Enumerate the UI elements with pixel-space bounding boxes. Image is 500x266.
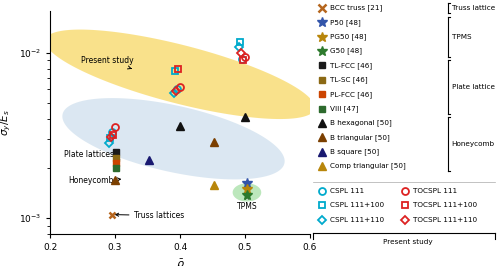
Y-axis label: $\sigma_y / E_s$: $\sigma_y / E_s$ — [0, 109, 13, 136]
X-axis label: $\bar{\rho}$: $\bar{\rho}$ — [176, 258, 184, 266]
Text: TL-FCC [46]: TL-FCC [46] — [330, 62, 372, 69]
Text: TL-SC [46]: TL-SC [46] — [330, 76, 368, 83]
Polygon shape — [45, 30, 315, 119]
Text: Present study: Present study — [382, 239, 432, 246]
Text: Plate lattice: Plate lattice — [452, 84, 494, 90]
Text: BCC truss [21]: BCC truss [21] — [330, 5, 382, 11]
Polygon shape — [62, 98, 284, 179]
Text: Truss lattices: Truss lattices — [116, 211, 185, 220]
Text: Honeycomb: Honeycomb — [68, 176, 120, 185]
Text: B triangular [50]: B triangular [50] — [330, 134, 390, 141]
Text: Honeycomb: Honeycomb — [452, 142, 494, 147]
Text: PL-FCC [46]: PL-FCC [46] — [330, 91, 372, 98]
Text: TOCSPL 111: TOCSPL 111 — [412, 188, 457, 194]
Text: CSPL 111: CSPL 111 — [330, 188, 364, 194]
Text: B hexagonal [50]: B hexagonal [50] — [330, 119, 392, 126]
Text: TOCSPL 111+100: TOCSPL 111+100 — [412, 202, 476, 208]
Text: Present study: Present study — [81, 56, 134, 69]
Polygon shape — [232, 183, 261, 202]
Text: Comp triangular [50]: Comp triangular [50] — [330, 163, 406, 169]
Text: G50 [48]: G50 [48] — [330, 48, 362, 55]
Text: TOCSPL 111+110: TOCSPL 111+110 — [412, 217, 476, 223]
Text: TPMS: TPMS — [236, 196, 258, 211]
Text: VIII [47]: VIII [47] — [330, 105, 358, 112]
Text: Truss lattice: Truss lattice — [452, 5, 495, 11]
Text: P50 [48]: P50 [48] — [330, 19, 361, 26]
Text: TPMS: TPMS — [452, 34, 471, 40]
Text: B square [50]: B square [50] — [330, 148, 379, 155]
Text: PG50 [48]: PG50 [48] — [330, 33, 366, 40]
Text: CSPL 111+110: CSPL 111+110 — [330, 217, 384, 223]
Text: Plate lattices: Plate lattices — [64, 150, 120, 161]
Text: CSPL 111+100: CSPL 111+100 — [330, 202, 384, 208]
